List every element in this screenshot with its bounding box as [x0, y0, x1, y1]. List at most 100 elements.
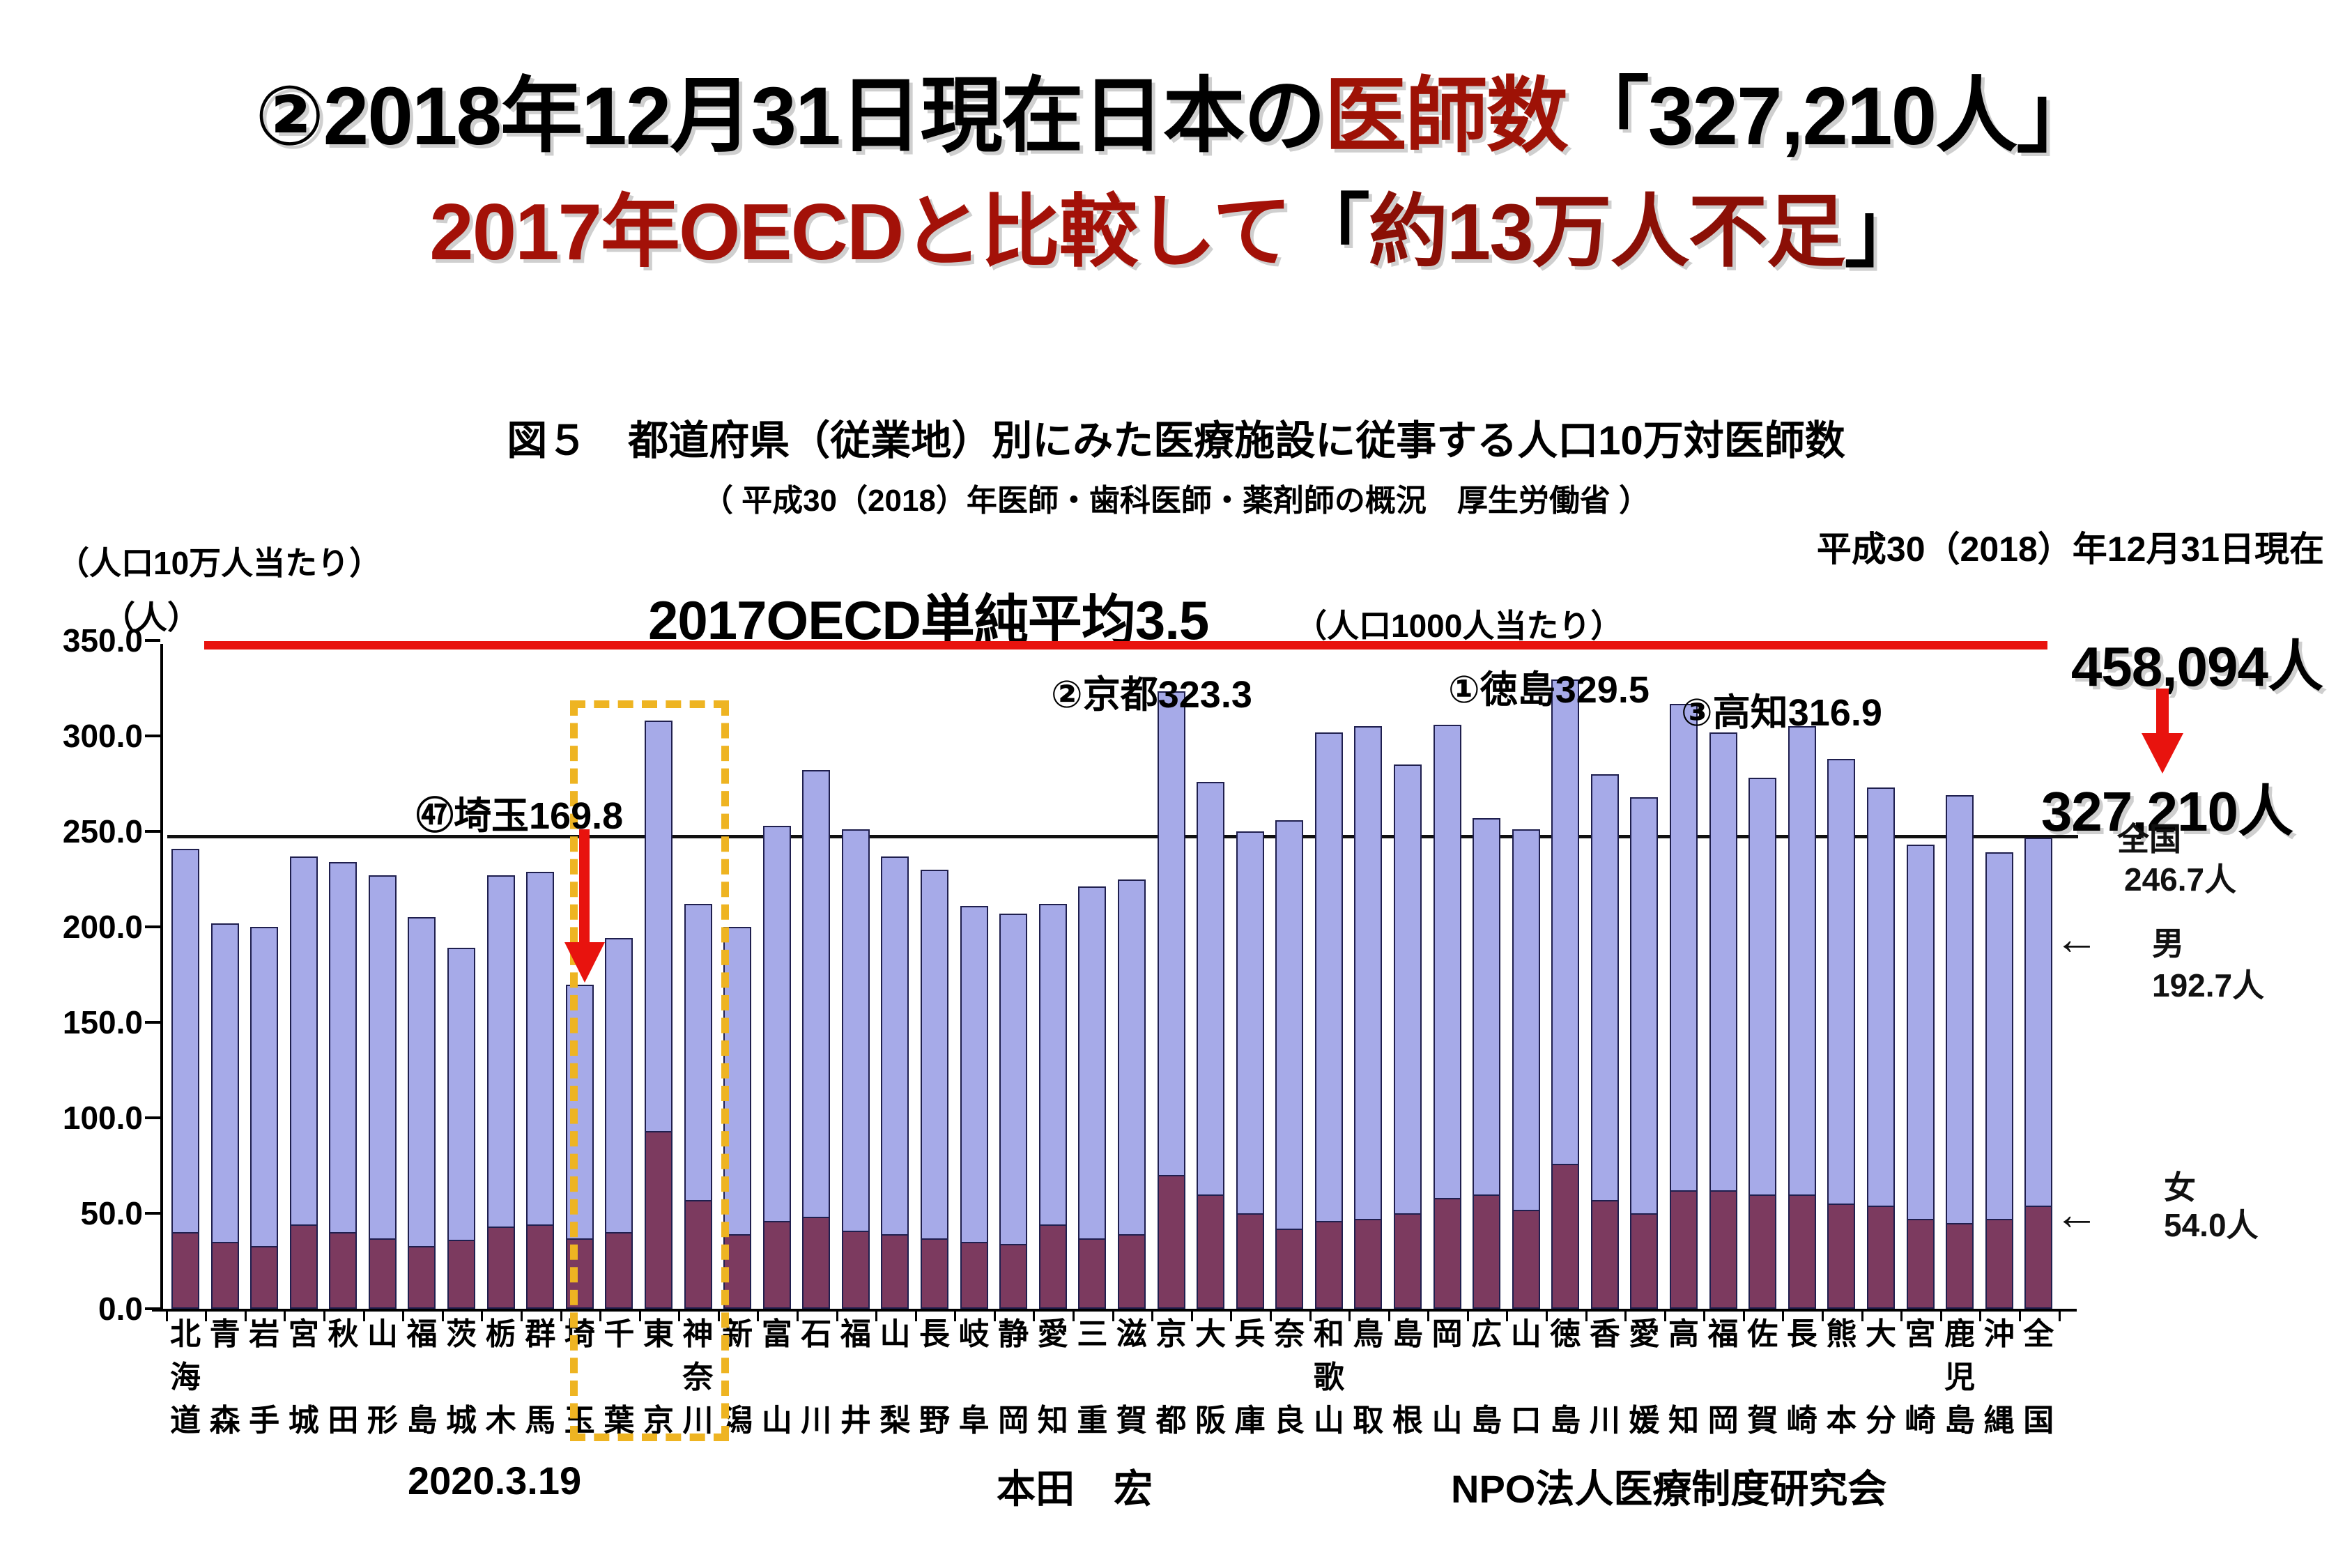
- x-label-char: 崎: [1905, 1404, 1936, 1438]
- x-label-char: 熊: [1826, 1317, 1857, 1351]
- x-label-char: 石: [801, 1317, 832, 1351]
- x-axis-tick: [1585, 1312, 1588, 1321]
- bar-female-静岡: [999, 1243, 1028, 1309]
- x-label-char: 岡: [1431, 1317, 1463, 1351]
- x-label-char: 国: [2023, 1404, 2054, 1438]
- bar-female-大分: [1866, 1206, 1895, 1309]
- figure-caption: 図５ 都道府県（従業地）別にみた医療施設に従事する人口10万対医師数: [507, 418, 1845, 463]
- x-axis-tick: [914, 1312, 917, 1321]
- bar-female-栃木: [486, 1227, 515, 1309]
- x-label-char: 岩: [249, 1317, 280, 1351]
- decrease-arrow-icon: [2156, 689, 2169, 736]
- bar-female-大阪: [1197, 1194, 1225, 1309]
- x-label-秋田: 秋田: [326, 1319, 360, 1436]
- x-label-char: 阪: [1195, 1404, 1227, 1438]
- x-label-北海道: 北海道: [169, 1319, 202, 1436]
- x-label-char: 取: [1353, 1404, 1384, 1438]
- saitama-arrow-head-icon: [564, 942, 605, 983]
- x-label-char: 形: [367, 1404, 398, 1438]
- x-label-char: 川: [801, 1404, 832, 1438]
- x-axis-tick: [205, 1312, 208, 1321]
- x-label-char: 森: [209, 1404, 240, 1438]
- x-label-茨城: 茨城: [445, 1319, 478, 1436]
- x-label-char: 野: [919, 1404, 951, 1438]
- x-label-char: 京: [1155, 1317, 1187, 1351]
- female-value: 54.0人: [2164, 1207, 2259, 1243]
- x-axis-tick: [520, 1312, 523, 1321]
- bar-female-熊本: [1827, 1204, 1856, 1309]
- bar-female-鳥取: [1354, 1219, 1383, 1309]
- male-arrow-icon: ←: [2054, 914, 2099, 964]
- x-label-佐賀: 佐賀: [1746, 1319, 1779, 1436]
- x-label-京都: 京都: [1155, 1319, 1188, 1436]
- x-axis-tick: [1663, 1312, 1666, 1321]
- x-axis-tick: [1546, 1312, 1548, 1321]
- x-label-char: 庫: [1234, 1404, 1266, 1438]
- x-label-char: 福: [1707, 1317, 1739, 1351]
- saitama-arrow-icon: [579, 829, 590, 944]
- x-label-福岡: 福岡: [1707, 1319, 1740, 1436]
- x-label-福島: 福島: [405, 1319, 438, 1436]
- annotation-tokushima: ①徳島329.5: [1448, 669, 1650, 711]
- y-axis-person-label: （人）: [103, 599, 199, 636]
- female-arrow-icon: ←: [2054, 1189, 2099, 1239]
- x-label-char: 島: [1550, 1404, 1581, 1438]
- bar-female-岐阜: [960, 1242, 988, 1309]
- bar-female-岩手: [250, 1245, 279, 1309]
- x-label-char: 都: [1155, 1404, 1187, 1438]
- bar-total-静岡: [999, 913, 1028, 1309]
- bar-total-岩手: [250, 927, 279, 1309]
- title-line2-main: 2017年OECDと比較して: [429, 188, 1292, 277]
- x-label-香川: 香川: [1588, 1319, 1622, 1436]
- annotation-kochi: ③高知316.9: [1681, 692, 1882, 734]
- x-label-char: 和: [1313, 1317, 1344, 1351]
- x-axis-tick: [1742, 1312, 1745, 1321]
- bar-female-岡山: [1433, 1198, 1461, 1309]
- x-axis-tick: [1939, 1312, 1942, 1321]
- bar-female-徳島: [1551, 1163, 1580, 1309]
- oecd-unit-label: （人口1000人当たり）: [1295, 608, 1623, 644]
- x-label-char: 玉: [564, 1404, 595, 1438]
- footer-author: 本田 宏: [997, 1467, 1153, 1511]
- bar-female-奈良: [1275, 1228, 1304, 1309]
- x-axis-tick: [1112, 1312, 1114, 1321]
- x-label-char: 分: [1865, 1404, 1896, 1438]
- x-label-char: 知: [1668, 1404, 1700, 1438]
- x-axis-tick: [402, 1312, 405, 1321]
- x-label-長崎: 長崎: [1785, 1319, 1819, 1436]
- x-axis-tick: [599, 1312, 602, 1321]
- x-axis-tick: [1427, 1312, 1430, 1321]
- x-label-char: 岡: [1707, 1404, 1739, 1438]
- x-axis-tick: [1900, 1312, 1903, 1321]
- x-axis-tick: [1703, 1312, 1706, 1321]
- x-label-char: 宮: [288, 1317, 319, 1351]
- x-label-char: 鹿: [1944, 1317, 1976, 1351]
- figure-date-note: 平成30（2018）年12月31日現在: [1816, 530, 2324, 569]
- x-label-山梨: 山梨: [878, 1319, 912, 1436]
- x-label-char: 山: [761, 1404, 792, 1438]
- x-label-char: 栃: [485, 1317, 516, 1351]
- bar-female-東京: [644, 1131, 672, 1309]
- x-label-徳島: 徳島: [1548, 1319, 1582, 1436]
- annotation-saitama: ㊼埼玉169.8: [416, 795, 624, 837]
- x-axis-tick: [717, 1312, 720, 1321]
- x-axis-tick: [1506, 1312, 1509, 1321]
- x-axis-tick: [481, 1312, 484, 1321]
- bar-female-茨城: [447, 1240, 476, 1309]
- y-axis-tick: [145, 1116, 160, 1119]
- x-label-char: 山: [367, 1317, 398, 1351]
- y-axis-tick: [145, 1212, 160, 1215]
- national-value: 246.7人: [2124, 861, 2237, 898]
- x-label-char: 広: [1471, 1317, 1502, 1351]
- bar-female-島根: [1393, 1213, 1422, 1309]
- x-label-char: 児: [1944, 1360, 1976, 1394]
- x-label-char: 全: [2023, 1317, 2054, 1351]
- x-label-char: 沖: [1983, 1317, 2015, 1351]
- x-label-char: 海: [170, 1360, 201, 1394]
- x-label-char: 木: [485, 1404, 516, 1438]
- x-label-char: 縄: [1983, 1404, 2015, 1438]
- bar-female-香川: [1590, 1199, 1619, 1309]
- x-label-char: 賀: [1116, 1404, 1147, 1438]
- footer-date: 2020.3.19: [408, 1459, 582, 1502]
- x-axis-tick: [2018, 1312, 2021, 1321]
